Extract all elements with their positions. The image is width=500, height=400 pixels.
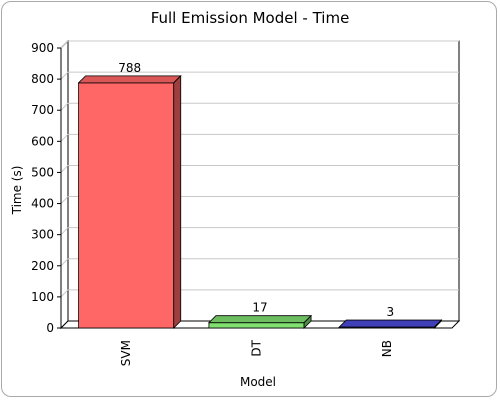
gridline-side bbox=[60, 289, 69, 298]
bar-nb-top bbox=[338, 319, 443, 328]
bar-svm-side bbox=[173, 74, 182, 329]
y-tick-label: 200 bbox=[31, 259, 54, 273]
y-tick-label: 300 bbox=[31, 228, 54, 242]
y-axis-title: Time (s) bbox=[10, 166, 24, 216]
x-tick-label-dt: DT bbox=[250, 339, 264, 356]
gridline-side bbox=[60, 133, 69, 142]
bar-dt-top bbox=[207, 315, 313, 324]
data-label-dt: 17 bbox=[252, 301, 267, 315]
gridline-side bbox=[60, 196, 69, 204]
gridline-side bbox=[60, 40, 69, 49]
y-tick-label: 700 bbox=[31, 103, 54, 117]
plot-left-wall bbox=[60, 39, 69, 330]
data-label-svm: 788 bbox=[118, 61, 141, 75]
plot-area: 0 100 200 300 400 500 600 700 800 900 788 SVM 17 DT 3 N… bbox=[31, 39, 461, 366]
chart-title: Full Emission Model - Time bbox=[151, 9, 350, 27]
x-tick-label-svm: SVM bbox=[119, 340, 133, 366]
bar-svm-top bbox=[77, 75, 182, 84]
gridline-side bbox=[60, 71, 69, 80]
y-tick-label: 100 bbox=[31, 290, 54, 304]
gridline-side bbox=[60, 227, 69, 236]
y-tick-label: 400 bbox=[31, 197, 54, 211]
x-axis-title: Model bbox=[240, 375, 276, 389]
bar-dt-side bbox=[303, 314, 312, 329]
data-label-nb: 3 bbox=[387, 305, 395, 319]
y-tick-label: 900 bbox=[31, 41, 54, 55]
x-tick-label-nb: NB bbox=[380, 340, 394, 357]
y-tick-label: 800 bbox=[31, 72, 54, 86]
y-tick-label: 0 bbox=[46, 321, 54, 335]
y-tick-label: 500 bbox=[31, 165, 54, 179]
gridline-side bbox=[60, 258, 69, 267]
gridline-side bbox=[60, 165, 69, 173]
bar-dt-front bbox=[208, 322, 305, 329]
gridline-side bbox=[60, 102, 69, 111]
bar-svm-front bbox=[78, 82, 175, 329]
y-tick-label: 600 bbox=[31, 134, 54, 148]
bar-nb-side bbox=[434, 319, 442, 329]
